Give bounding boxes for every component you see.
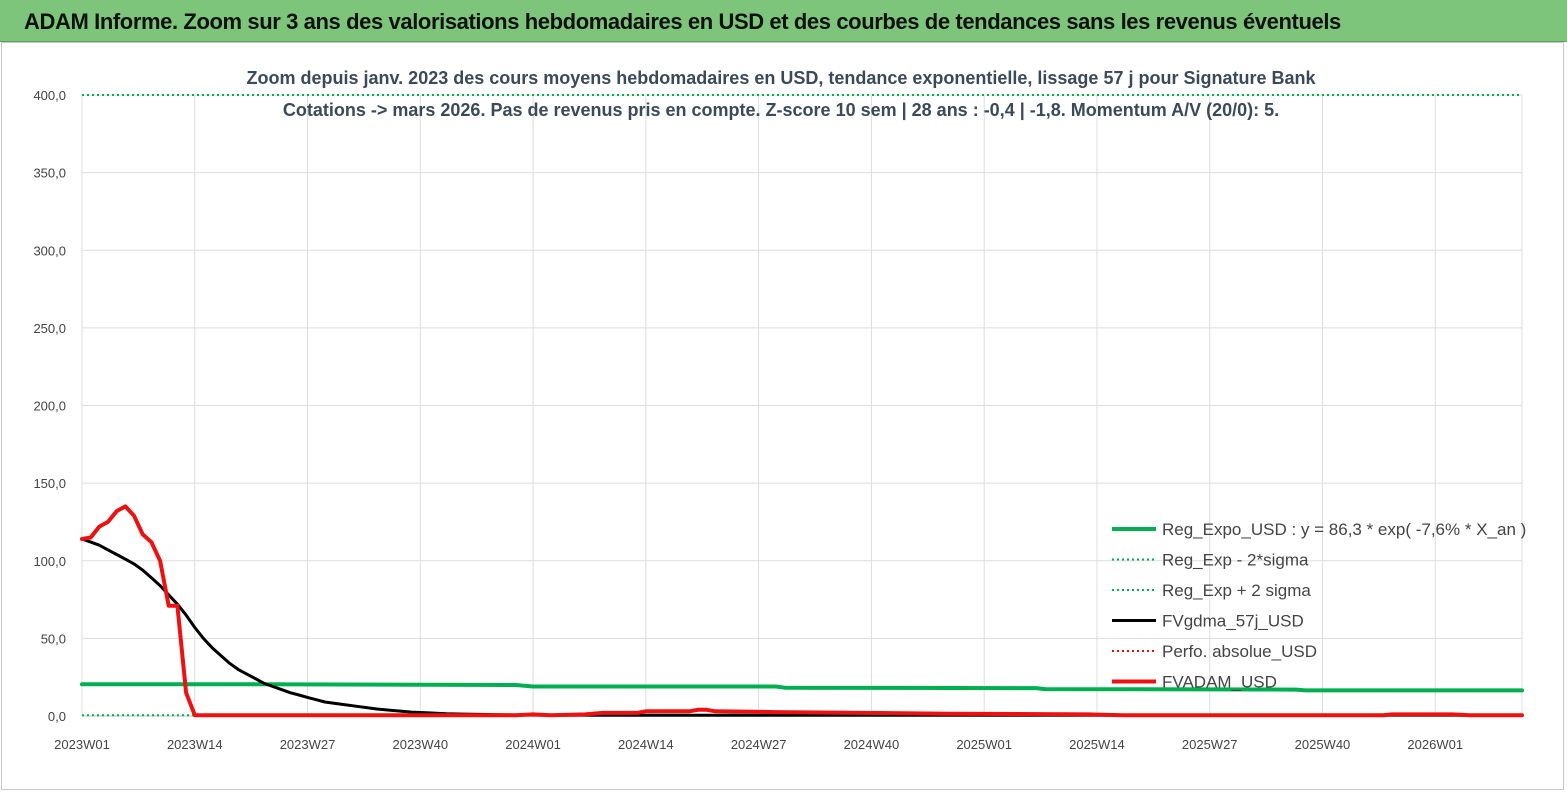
y-tick-label: 50,0 xyxy=(41,631,66,646)
chart-frame xyxy=(1,42,1564,790)
legend: Reg_Expo_USD : y = 86,3 * exp( -7,6% * X… xyxy=(1112,520,1526,692)
x-tick-label: 2024W14 xyxy=(618,737,674,752)
y-tick-label: 350,0 xyxy=(33,166,66,181)
x-tick-label: 2025W01 xyxy=(956,737,1012,752)
axis-tick-labels: 0,0 50,0 100,0 150,0 200,0 250,0 300,0 350,0 400… xyxy=(33,88,1463,752)
legend-label: Perfo. absolue_USD xyxy=(1162,642,1317,661)
series-lines xyxy=(80,94,1524,718)
legend-label: Reg_Exp - 2*sigma xyxy=(1162,551,1309,570)
x-tick-label: 2025W40 xyxy=(1295,737,1351,752)
x-tick-label: 2023W01 xyxy=(54,737,110,752)
y-tick-label: 250,0 xyxy=(33,321,66,336)
y-tick-label: 100,0 xyxy=(33,554,66,569)
chart-subtitle-line-1: Zoom depuis janv. 2023 des cours moyens … xyxy=(247,68,1317,88)
gridlines xyxy=(81,94,1523,717)
x-tick-label: 2026W01 xyxy=(1407,737,1463,752)
series-line-5 xyxy=(80,504,1524,718)
legend-label: FVADAM_USD xyxy=(1162,673,1277,692)
x-tick-label: 2023W40 xyxy=(392,737,448,752)
legend-label: Reg_Expo_USD : y = 86,3 * exp( -7,6% * X… xyxy=(1162,520,1526,539)
y-tick-label: 400,0 xyxy=(33,88,66,103)
legend-label: Reg_Exp + 2 sigma xyxy=(1162,581,1311,600)
y-tick-label: 300,0 xyxy=(33,243,66,258)
x-tick-label: 2024W40 xyxy=(844,737,900,752)
y-tick-label: 0,0 xyxy=(48,709,66,724)
report-title: ADAM Informe. Zoom sur 3 ans des valoris… xyxy=(24,9,1341,34)
y-tick-label: 200,0 xyxy=(33,399,66,414)
report-banner: ADAM Informe. Zoom sur 3 ans des valoris… xyxy=(0,0,1567,42)
legend-label: FVgdma_57j_USD xyxy=(1162,612,1304,631)
x-tick-label: 2025W27 xyxy=(1182,737,1238,752)
x-tick-label: 2023W27 xyxy=(280,737,336,752)
x-tick-label: 2024W01 xyxy=(505,737,561,752)
chart-subtitle-line-2: Cotations -> mars 2026. Pas de revenus p… xyxy=(283,100,1279,120)
x-tick-label: 2024W27 xyxy=(731,737,787,752)
y-tick-label: 150,0 xyxy=(33,476,66,491)
x-tick-label: 2025W14 xyxy=(1069,737,1125,752)
series-line-0 xyxy=(80,682,1524,693)
x-tick-label: 2023W14 xyxy=(167,737,223,752)
